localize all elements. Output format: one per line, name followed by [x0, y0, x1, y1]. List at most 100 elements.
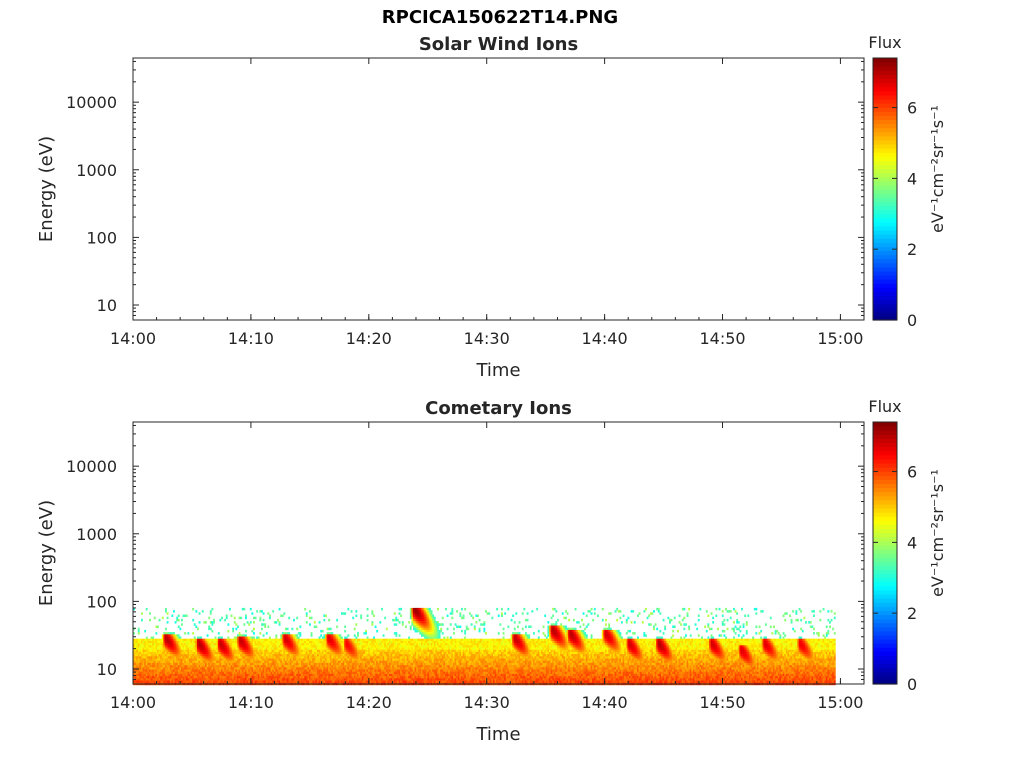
heatmap-cell — [133, 627, 135, 631]
heatmap-cell — [409, 625, 412, 628]
heatmap-cell — [205, 647, 207, 650]
heatmap-cell — [329, 671, 332, 675]
heatmap-cell — [233, 651, 236, 655]
heatmap-cell — [294, 673, 297, 677]
heatmap-cell — [141, 665, 143, 668]
heatmap-cell — [389, 656, 391, 659]
heatmap-cell — [395, 671, 398, 675]
heatmap-cell — [225, 658, 228, 661]
heatmap-cell — [451, 610, 454, 613]
heatmap-cell — [136, 638, 139, 642]
heatmap-cell — [256, 660, 259, 664]
heatmap-cell — [409, 610, 412, 613]
heatmap-cell — [437, 645, 439, 648]
heatmap-cell — [208, 654, 211, 657]
heatmap-cell — [286, 643, 289, 646]
heatmap-cell — [233, 643, 236, 646]
heatmap-cell — [366, 643, 369, 646]
heatmap-cell — [440, 649, 443, 653]
heatmap-cell — [398, 612, 401, 615]
heatmap-cell — [272, 662, 275, 666]
heatmap-cell — [355, 614, 358, 617]
heatmap-cell — [349, 671, 351, 675]
heatmap-cell — [208, 638, 211, 642]
heatmap-cell — [435, 634, 438, 637]
heatmap-cell — [379, 665, 382, 668]
heatmap-cell — [400, 638, 403, 642]
heatmap-cell — [256, 656, 259, 659]
heatmap-cell — [424, 671, 427, 675]
heatmap-cell — [253, 669, 255, 672]
heatmap-cell — [254, 665, 257, 668]
heatmap-cell — [192, 665, 195, 668]
heatmap-cell — [365, 667, 367, 670]
heatmap-cell — [296, 651, 299, 655]
heatmap-cell — [368, 665, 371, 668]
heatmap-cell — [174, 665, 177, 668]
heatmap-cell — [403, 676, 406, 679]
heatmap-cell — [193, 667, 196, 670]
heatmap-cell — [179, 678, 182, 681]
heatmap-cell — [217, 665, 220, 668]
heatmap-cell — [333, 667, 335, 670]
heatmap-cell — [182, 651, 185, 655]
heatmap-cell — [261, 640, 263, 644]
heatmap-cell — [325, 634, 327, 637]
heatmap-cell — [397, 649, 399, 653]
heatmap-cell — [219, 640, 222, 644]
heatmap-cell — [411, 680, 414, 683]
heatmap-cell — [369, 645, 372, 648]
heatmap-cell — [243, 673, 246, 677]
heatmap-cell — [273, 643, 276, 646]
heatmap-cell — [256, 678, 259, 681]
heatmap-cell — [153, 676, 156, 679]
heatmap-cell — [397, 678, 399, 681]
heatmap-cell — [325, 667, 327, 670]
heatmap-cell — [240, 658, 243, 661]
heatmap-cell — [269, 649, 271, 653]
heatmap-cell — [417, 643, 420, 646]
heatmap-cell — [435, 656, 438, 659]
heatmap-cell — [313, 625, 316, 628]
heatmap-cell — [272, 673, 275, 677]
heatmap-cell — [422, 673, 425, 677]
heatmap-cell — [414, 660, 417, 664]
heatmap-cell — [259, 643, 262, 646]
heatmap-cell — [379, 654, 382, 657]
heatmap-cell — [381, 647, 383, 650]
heatmap-cell — [291, 667, 294, 670]
heatmap-cell — [241, 656, 244, 659]
heatmap-cell — [315, 669, 318, 672]
heatmap-cell — [347, 658, 350, 661]
heatmap-cell — [440, 656, 443, 659]
heatmap-cell — [414, 647, 417, 650]
colorbar-segment — [873, 184, 897, 190]
heatmap-cell — [192, 676, 195, 679]
heatmap-cell — [400, 607, 403, 611]
heatmap-cell — [323, 649, 326, 653]
heatmap-cell — [379, 680, 382, 683]
heatmap-cell — [200, 678, 203, 681]
heatmap-cell — [270, 649, 273, 653]
heatmap-cell — [352, 638, 355, 642]
heatmap-cell — [144, 658, 147, 661]
heatmap-cell — [293, 665, 295, 668]
heatmap-cell — [267, 645, 270, 648]
heatmap-cell — [323, 643, 326, 646]
heatmap-cell — [283, 658, 286, 661]
heatmap-cell — [301, 658, 303, 661]
heatmap-cell — [177, 673, 180, 677]
heatmap-cell — [235, 671, 238, 675]
heatmap-cell — [409, 665, 412, 668]
heatmap-cell — [433, 654, 436, 657]
heatmap-cell — [336, 656, 339, 659]
heatmap-cell — [177, 665, 180, 668]
heatmap-cell — [273, 654, 276, 657]
heatmap-cell — [280, 614, 283, 617]
heatmap-cell — [341, 647, 343, 650]
heatmap-cell — [253, 667, 255, 670]
heatmap-cell — [233, 649, 236, 653]
heatmap-cell — [288, 669, 291, 672]
heatmap-cell — [165, 678, 167, 681]
